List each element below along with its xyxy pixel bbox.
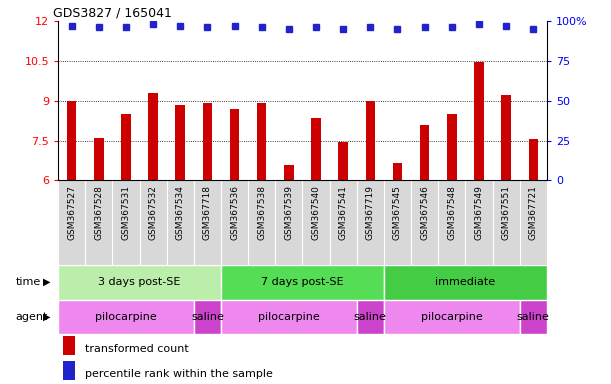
Bar — [384, 300, 520, 334]
Text: GSM367532: GSM367532 — [148, 185, 158, 240]
Text: GSM367531: GSM367531 — [122, 185, 130, 240]
Text: pilocarpine: pilocarpine — [258, 312, 320, 322]
Text: GSM367548: GSM367548 — [447, 185, 456, 240]
Bar — [194, 300, 221, 334]
Text: GSM367551: GSM367551 — [502, 185, 511, 240]
Bar — [148, 93, 158, 180]
Text: GSM367546: GSM367546 — [420, 185, 429, 240]
Text: pilocarpine: pilocarpine — [95, 312, 157, 322]
Bar — [257, 103, 266, 180]
Text: saline: saline — [191, 312, 224, 322]
Bar — [384, 265, 547, 300]
Bar — [221, 265, 384, 300]
Bar — [474, 62, 484, 180]
Bar — [121, 114, 131, 180]
Bar — [447, 114, 456, 180]
Text: ▶: ▶ — [43, 277, 50, 287]
Text: 3 days post-SE: 3 days post-SE — [98, 277, 181, 287]
Text: GSM367528: GSM367528 — [94, 185, 103, 240]
Bar — [520, 300, 547, 334]
Text: GSM367534: GSM367534 — [176, 185, 185, 240]
Bar — [67, 101, 76, 180]
Text: agent: agent — [15, 312, 48, 322]
Bar — [230, 109, 240, 180]
Bar — [311, 118, 321, 180]
Bar — [63, 336, 75, 355]
Text: GSM367538: GSM367538 — [257, 185, 266, 240]
Text: saline: saline — [354, 312, 387, 322]
Bar — [63, 361, 75, 380]
Text: immediate: immediate — [435, 277, 496, 287]
Bar — [58, 300, 194, 334]
Bar — [502, 96, 511, 180]
Bar — [58, 265, 221, 300]
Bar — [420, 125, 430, 180]
Text: GSM367536: GSM367536 — [230, 185, 239, 240]
Text: GSM367718: GSM367718 — [203, 185, 212, 240]
Bar — [357, 300, 384, 334]
Text: GSM367721: GSM367721 — [529, 185, 538, 240]
Text: transformed count: transformed count — [85, 344, 189, 354]
Bar — [284, 165, 294, 180]
Bar — [529, 139, 538, 180]
Text: GSM367539: GSM367539 — [284, 185, 293, 240]
Text: GSM367549: GSM367549 — [475, 185, 483, 240]
Bar — [203, 103, 212, 180]
Text: GSM367545: GSM367545 — [393, 185, 402, 240]
Text: percentile rank within the sample: percentile rank within the sample — [85, 369, 273, 379]
Text: GSM367540: GSM367540 — [312, 185, 321, 240]
Bar — [221, 300, 357, 334]
Text: GSM367541: GSM367541 — [338, 185, 348, 240]
Bar — [338, 142, 348, 180]
Bar — [175, 105, 185, 180]
Bar — [365, 101, 375, 180]
Bar — [94, 138, 103, 180]
Text: GSM367719: GSM367719 — [366, 185, 375, 240]
Text: GSM367527: GSM367527 — [67, 185, 76, 240]
Text: saline: saline — [517, 312, 550, 322]
Text: ▶: ▶ — [43, 312, 50, 322]
Text: pilocarpine: pilocarpine — [421, 312, 483, 322]
Text: GDS3827 / 165041: GDS3827 / 165041 — [53, 7, 172, 20]
Bar — [393, 163, 402, 180]
Text: 7 days post-SE: 7 days post-SE — [261, 277, 344, 287]
Text: time: time — [15, 277, 40, 287]
